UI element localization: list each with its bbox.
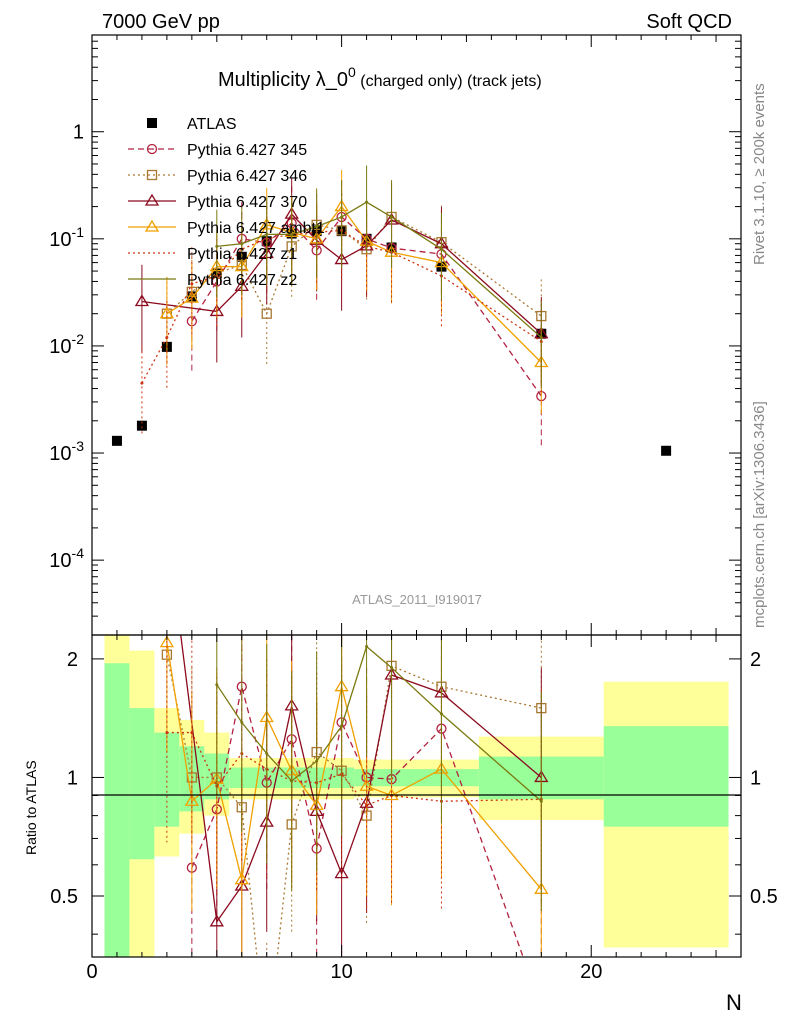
ratio-point: [334, 866, 349, 879]
series-line-4: [166, 205, 542, 363]
legend-marker: [146, 143, 158, 155]
ratio-point: [165, 731, 169, 735]
series-point: [340, 215, 344, 219]
axes: 0 10 20 10-4 10-3 10-2 10-1 1 0.5 0.5 1 1 2 2: [49, 34, 778, 983]
series-point: [215, 244, 219, 248]
ratio-line-5: [216, 645, 542, 802]
legend-label: Pythia 6.427 z2: [187, 272, 297, 289]
header-energy-label: 7000 GeV pp: [102, 11, 220, 33]
ratio-y-tick-label-left: 2: [67, 649, 78, 671]
series-line-6: [216, 201, 542, 338]
legend-label: Pythia 6.427 z1: [187, 246, 297, 263]
y-tick-label: 10-1: [49, 224, 84, 251]
legend-label: Pythia 6.427 345: [187, 142, 307, 159]
band-green-8: [603, 726, 729, 827]
series-point: [165, 335, 169, 339]
ratio-axis-label: Ratio to ATLAS: [23, 760, 39, 855]
atlas-point: [111, 435, 122, 446]
y-tick-label: 10-3: [49, 438, 84, 465]
ratio-plot-layer: [141, 635, 549, 1012]
x-tick-label: 10: [330, 961, 352, 983]
y-tick-label: 10-2: [49, 331, 84, 358]
ratio-point: [240, 720, 244, 724]
legend-marker: [147, 118, 157, 128]
ratio-y-tick-label-right: 2: [750, 649, 761, 671]
mcplots-reference-label: mcplots.cern.ch [arXiv:1306.3436]: [751, 401, 768, 628]
ratio-y-tick-label-left: 0.5: [50, 886, 78, 908]
legend-marker: [146, 169, 158, 181]
series-point: [365, 200, 369, 204]
ratio-point: [340, 724, 344, 728]
ratio-point: [439, 712, 443, 716]
ratio-point: [359, 778, 374, 791]
chart-title: Multiplicity λ_00 (charged only) (track …: [218, 64, 542, 91]
ratio-point: [365, 803, 369, 807]
rivet-version-label: Rivet 3.1.10, ≥ 200k events: [751, 83, 768, 265]
ratio-y-tick-label-left: 1: [67, 767, 78, 789]
ratio-point: [537, 1003, 546, 1012]
main-plot-layer: [111, 165, 672, 456]
y-tick-label: 10-4: [49, 545, 84, 572]
legend-label: Pythia 6.427 370: [187, 194, 307, 211]
x-tick-label: 20: [580, 961, 602, 983]
series-point: [184, 290, 199, 303]
ratio-point: [190, 731, 194, 735]
atlas-point: [136, 420, 147, 431]
series-point: [140, 381, 144, 385]
y-tick-label: 1: [73, 122, 84, 144]
ratio-point: [365, 645, 369, 649]
series-point: [190, 282, 194, 286]
x-axis-label: N: [726, 990, 742, 1015]
legend-marker: [144, 193, 160, 206]
series-point: [539, 335, 543, 339]
series-point: [290, 232, 294, 236]
ratio-point: [209, 914, 224, 927]
legend-label: Pythia 6.427 ambt1: [187, 220, 325, 237]
series-point: [240, 242, 244, 246]
legend: ATLAS Pythia 6.427 345 Pythia 6.427 346 Pyt…: [128, 116, 325, 289]
series-point: [265, 232, 269, 236]
ratio-point: [290, 779, 294, 783]
series-point: [261, 308, 272, 319]
band-green-1: [129, 708, 155, 860]
ratio-point: [265, 752, 269, 756]
ratio-point: [234, 872, 249, 885]
ratio-point: [390, 666, 394, 670]
x-tick-label: 0: [86, 961, 97, 983]
series-point: [134, 294, 150, 307]
series-point: [390, 215, 394, 219]
ratio-y-tick-label-right: 1: [750, 767, 761, 789]
band-green-0: [104, 663, 130, 957]
legend-label: ATLAS: [187, 116, 237, 133]
legend-label: Pythia 6.427 346: [187, 168, 307, 185]
ratio-y-tick-label-right: 0.5: [750, 886, 778, 908]
ratio-point: [539, 799, 543, 803]
ratio-point: [184, 794, 199, 806]
ratio-point: [315, 759, 319, 763]
analysis-watermark: ATLAS_2011_I919017: [352, 592, 482, 607]
legend-marker: [144, 219, 160, 232]
atlas-point: [661, 445, 672, 456]
series-point: [439, 247, 443, 251]
series-point: [315, 225, 319, 229]
ratio-point: [215, 683, 219, 687]
header-process-label: Soft QCD: [646, 11, 732, 33]
